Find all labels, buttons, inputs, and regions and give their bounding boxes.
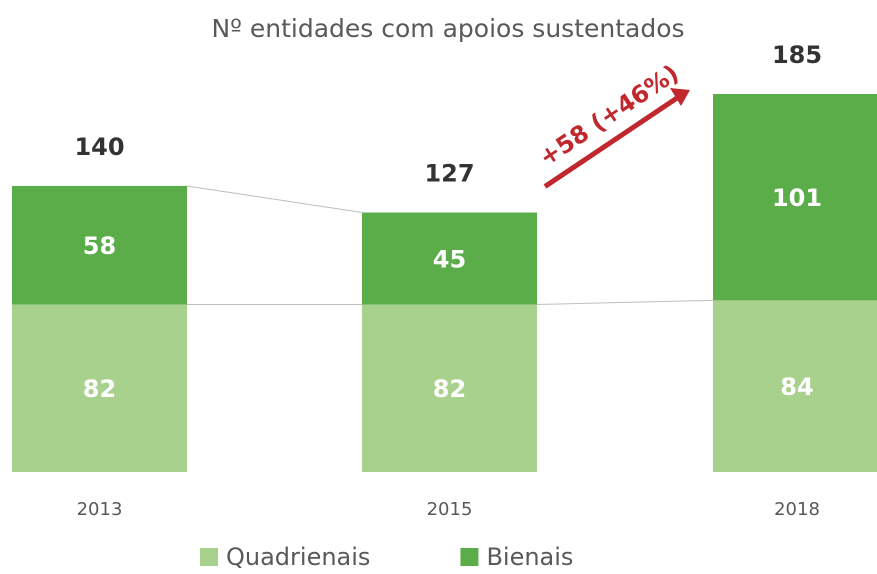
- legend-label: Quadrienais: [226, 543, 370, 571]
- arrow-head: [670, 88, 690, 106]
- x-tick-label: 2013: [77, 499, 123, 520]
- total-label: 127: [424, 160, 474, 188]
- value-label: 101: [772, 184, 822, 212]
- value-label: 82: [433, 375, 466, 403]
- x-tick-label: 2015: [427, 499, 473, 520]
- bar-segment: [713, 94, 877, 301]
- x-tick-label: 2018: [774, 499, 820, 520]
- value-label: 82: [83, 375, 116, 403]
- connector: [186, 185, 363, 214]
- bar-segment: [12, 185, 187, 305]
- legend-label: Bienais: [486, 543, 573, 571]
- legend-swatch: [200, 548, 218, 566]
- connector: [536, 299, 714, 305]
- chart-title: Nº entidades com apoios sustentados: [211, 14, 684, 43]
- value-label: 58: [83, 232, 116, 260]
- value-label: 45: [433, 245, 466, 273]
- value-label: 84: [780, 373, 813, 401]
- bar-segment: [713, 300, 877, 472]
- annotation-arrow: [543, 93, 682, 189]
- legend-swatch: [460, 548, 479, 566]
- total-label: 185: [772, 41, 822, 69]
- bar-segment: [362, 304, 537, 472]
- annotation: +58 (+46%): [534, 59, 684, 172]
- bar-segment: [362, 212, 537, 305]
- bar-segment: [12, 304, 187, 472]
- total-label: 140: [74, 133, 124, 161]
